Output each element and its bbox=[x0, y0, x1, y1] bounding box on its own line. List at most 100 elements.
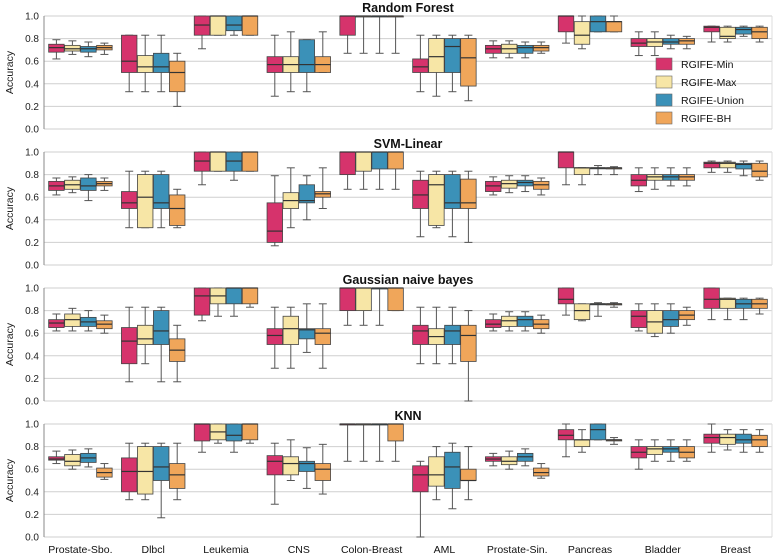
panel-3: 0.0 0.2 0.4 0.6 0.8 1.0 Gaussian naive bayes Ac… bbox=[4, 273, 773, 408]
box-rgife-bh-breast bbox=[751, 25, 768, 43]
box-rgife-bh-breast bbox=[751, 160, 768, 181]
box-rgife-max-prostate-sin- bbox=[501, 450, 518, 470]
box-rgife-max-prostate-sbo- bbox=[64, 176, 81, 194]
box-rgife-union-bladder bbox=[662, 167, 679, 187]
box-iqr bbox=[137, 324, 154, 345]
box-rgife-min-prostate-sin- bbox=[485, 313, 502, 332]
box-rgife-max-aml bbox=[428, 446, 445, 501]
box-rgife-max-prostate-sbo- bbox=[64, 40, 81, 55]
x-tick-label: Colon-Breast bbox=[341, 544, 402, 556]
box-iqr bbox=[225, 287, 243, 305]
y-axis-label: Accuracy bbox=[4, 458, 16, 502]
box-iqr bbox=[412, 324, 429, 345]
box-rgife-union-aml bbox=[444, 170, 461, 238]
box-iqr bbox=[589, 423, 607, 441]
panel-title: KNN bbox=[394, 409, 421, 423]
box-iqr bbox=[225, 15, 243, 32]
y-tick-label: 0.8 bbox=[25, 306, 39, 317]
box-rgife-min-bladder bbox=[630, 167, 647, 193]
box-rgife-union-breast bbox=[735, 25, 752, 37]
box-rgife-max-colon-breast bbox=[355, 15, 372, 54]
box-rgife-min-cns bbox=[266, 306, 283, 369]
box-rgife-bh-cns bbox=[314, 31, 331, 73]
box-rgife-union-pancreas bbox=[589, 165, 607, 176]
box-rgife-max-aml bbox=[428, 34, 445, 97]
box-iqr bbox=[605, 21, 623, 33]
box-rgife-min-breast bbox=[703, 423, 720, 453]
box-rgife-max-pancreas bbox=[573, 303, 591, 322]
box-iqr bbox=[444, 451, 461, 489]
box-iqr bbox=[169, 463, 186, 489]
box-iqr bbox=[241, 151, 259, 172]
box-iqr bbox=[169, 194, 186, 226]
box-iqr bbox=[573, 303, 591, 321]
box-rgife-min-prostate-sin- bbox=[485, 452, 502, 467]
box-iqr bbox=[703, 287, 720, 309]
y-tick-label: 0.8 bbox=[25, 34, 39, 45]
box-rgife-union-colon-breast bbox=[371, 423, 388, 462]
box-rgife-union-pancreas bbox=[589, 15, 607, 33]
x-tick-label: Leukemia bbox=[203, 544, 249, 556]
box-iqr bbox=[460, 178, 477, 209]
box-rgife-bh-cns bbox=[314, 303, 331, 369]
box-iqr bbox=[64, 454, 81, 467]
box-iqr bbox=[169, 60, 186, 93]
box-rgife-min-pancreas bbox=[557, 287, 575, 316]
box-iqr bbox=[282, 456, 299, 476]
box-rgife-bh-prostate-sin- bbox=[533, 177, 550, 196]
box-iqr bbox=[557, 15, 575, 33]
box-rgife-min-aml bbox=[412, 34, 429, 93]
box-rgife-max-dlbcl bbox=[137, 306, 154, 365]
box-iqr bbox=[282, 315, 299, 345]
panel-4: 0.0 0.2 0.4 0.6 0.8 1.0 KNN Accuracy bbox=[4, 409, 773, 544]
legend-label: RGIFE-BH bbox=[681, 113, 731, 125]
legend-swatch bbox=[655, 93, 673, 107]
box-iqr bbox=[444, 174, 461, 209]
box-rgife-bh-aml bbox=[460, 446, 477, 501]
box-rgife-max-dlbcl bbox=[137, 442, 154, 501]
box-iqr bbox=[517, 44, 534, 54]
box-iqr bbox=[209, 15, 227, 36]
box-rgife-max-leukemia bbox=[209, 423, 227, 444]
box-rgife-union-colon-breast bbox=[371, 287, 388, 326]
box-iqr bbox=[121, 457, 138, 493]
box-rgife-union-bladder bbox=[662, 439, 679, 462]
box-rgife-union-colon-breast bbox=[371, 15, 388, 54]
box-rgife-union-leukemia bbox=[225, 423, 243, 453]
box-rgife-min-prostate-sbo- bbox=[48, 177, 65, 196]
box-iqr bbox=[460, 38, 477, 87]
box-rgife-max-bladder bbox=[646, 31, 663, 57]
box-rgife-min-prostate-sbo- bbox=[48, 39, 65, 60]
box-rgife-bh-leukemia bbox=[241, 151, 259, 172]
box-iqr bbox=[573, 439, 591, 448]
x-tick-label: Prostate-Sbo. bbox=[48, 544, 112, 556]
box-iqr bbox=[589, 15, 607, 33]
box-rgife-bh-cns bbox=[314, 443, 331, 495]
box-rgife-min-bladder bbox=[630, 439, 647, 470]
box-rgife-max-prostate-sbo- bbox=[64, 449, 81, 470]
legend-label: RGIFE-Max bbox=[681, 77, 737, 89]
box-iqr bbox=[193, 287, 211, 316]
box-iqr bbox=[241, 15, 259, 36]
box-iqr bbox=[719, 297, 736, 309]
box-rgife-min-colon-breast bbox=[339, 15, 356, 54]
box-iqr bbox=[339, 151, 356, 176]
box-iqr bbox=[80, 177, 97, 191]
box-iqr bbox=[460, 468, 477, 481]
box-rgife-max-bladder bbox=[646, 167, 663, 190]
box-rgife-union-cns bbox=[298, 303, 315, 353]
box-iqr bbox=[137, 55, 154, 73]
box-rgife-min-pancreas bbox=[557, 151, 575, 186]
box-iqr bbox=[298, 460, 315, 472]
box-rgife-union-prostate-sin- bbox=[517, 41, 534, 59]
y-tick-label: 0.0 bbox=[25, 125, 39, 136]
box-rgife-bh-colon-breast bbox=[387, 15, 404, 54]
box-rgife-min-leukemia bbox=[193, 287, 211, 322]
x-tick-label: Bladder bbox=[645, 544, 682, 556]
box-iqr bbox=[703, 161, 720, 169]
box-rgife-max-colon-breast bbox=[355, 151, 372, 190]
legend: RGIFE-Min RGIFE-Max RGIFE-Union RGIFE-BH bbox=[655, 57, 744, 125]
box-iqr bbox=[735, 26, 752, 35]
box-iqr bbox=[121, 34, 138, 73]
y-tick-label: 0.0 bbox=[25, 261, 39, 272]
